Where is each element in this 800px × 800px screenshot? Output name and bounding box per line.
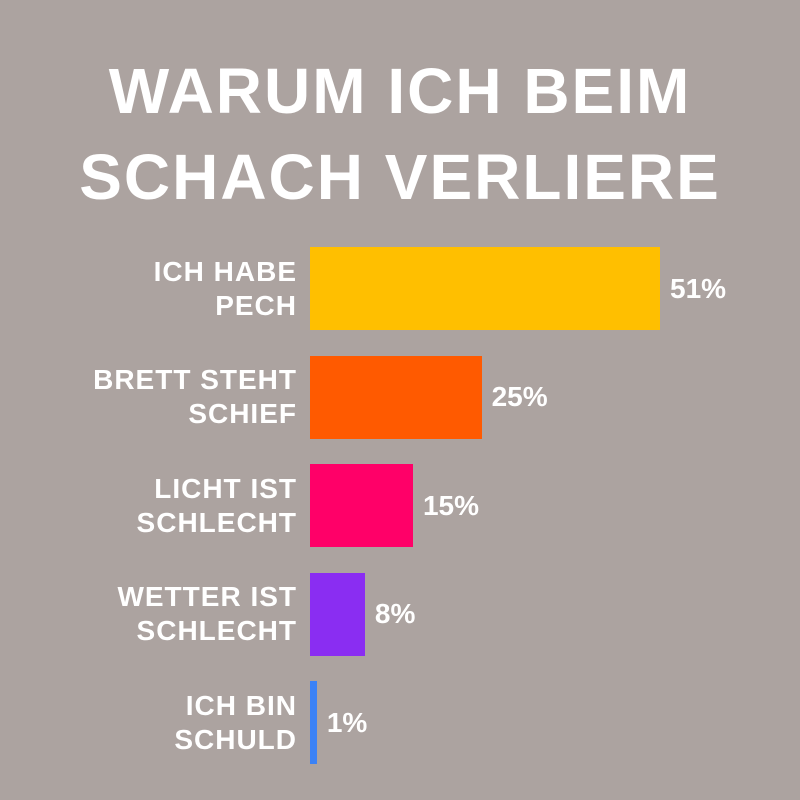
bar — [310, 464, 413, 547]
bar — [310, 681, 317, 764]
category-label: ICH BIN SCHULD — [174, 689, 297, 755]
bar — [310, 355, 482, 439]
value-label: 15% — [422, 489, 479, 521]
bar — [310, 572, 365, 656]
category-label: BRETT STEHT SCHIEF — [93, 364, 297, 429]
value-label: 8% — [374, 598, 416, 629]
bar — [310, 247, 660, 330]
category-label: ICH HABE PECH — [153, 255, 297, 321]
value-label: 25% — [491, 381, 548, 412]
category-label: WETTER IST SCHLECHT — [117, 581, 297, 646]
category-label: LICHT IST SCHLECHT — [136, 472, 297, 538]
value-label: 51% — [670, 272, 727, 304]
chart-title: WARUM ICH BEIM SCHACH VERLIERE — [79, 55, 721, 213]
value-label: 1% — [326, 706, 368, 738]
